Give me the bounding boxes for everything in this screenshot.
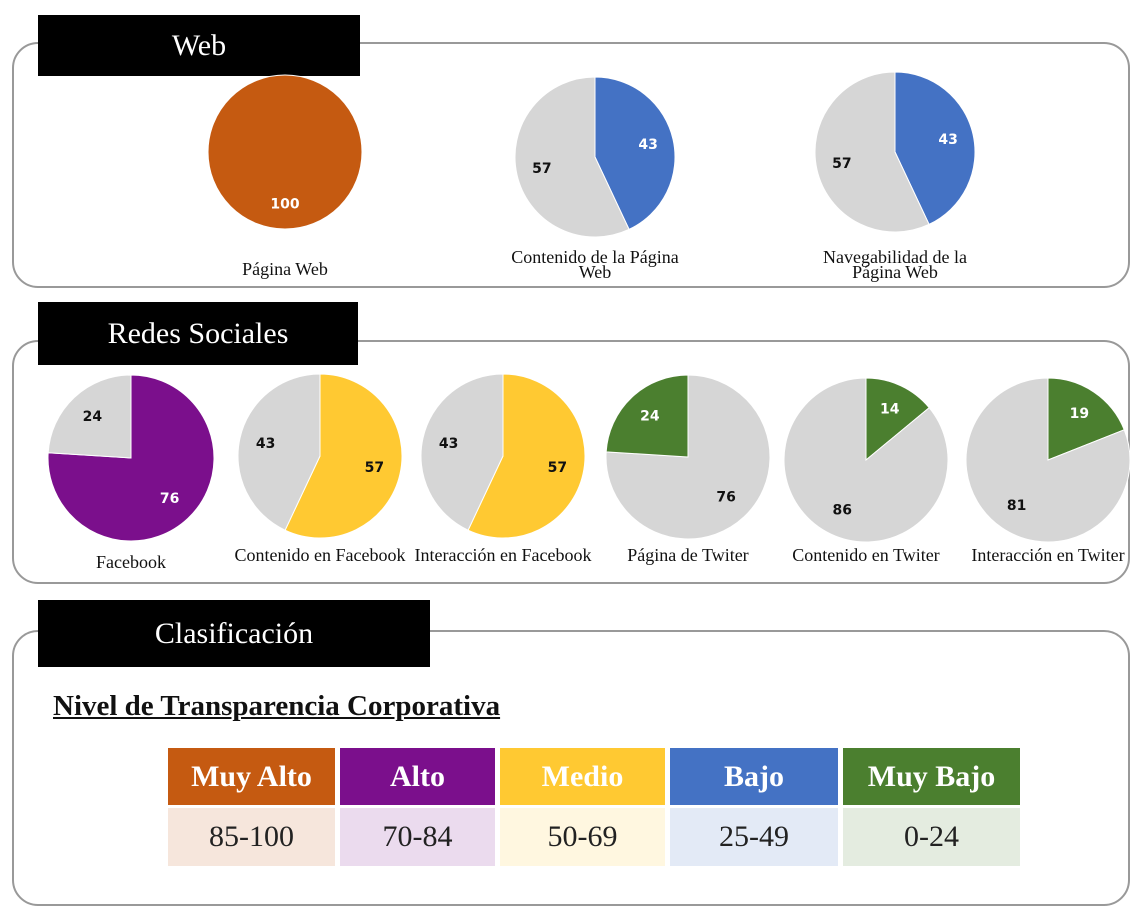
pie-slice [467, 373, 586, 539]
pie-slice [814, 71, 930, 233]
pie-slice [420, 373, 504, 531]
section-header: Clasificación [38, 600, 430, 667]
data-label: 43 [439, 436, 458, 452]
section-box [12, 42, 1130, 288]
section-header: Web [38, 15, 360, 76]
section-box [12, 630, 1130, 906]
level-range: 25-49 [670, 808, 838, 866]
data-label: 81 [1007, 498, 1026, 514]
data-label: 43 [256, 436, 275, 452]
pie-slice [207, 74, 363, 230]
data-label: 57 [532, 161, 551, 177]
pie-title: Facebook [96, 552, 166, 572]
data-label: 14 [880, 402, 900, 418]
data-label: 76 [160, 491, 179, 507]
data-label: 24 [640, 408, 660, 424]
section-header: Redes Sociales [38, 302, 358, 365]
level-range: 70-84 [340, 808, 495, 866]
data-label: 57 [365, 460, 384, 476]
pie-slice [47, 374, 132, 459]
pie-slice [1047, 377, 1125, 461]
level-range: 50-69 [500, 808, 665, 866]
data-label: 76 [716, 490, 735, 506]
pie-title: Página Web [242, 259, 328, 279]
data-label: 19 [1070, 406, 1089, 422]
pie-slice [284, 373, 403, 539]
data-label: 43 [638, 137, 657, 153]
pie-title: Página de Twiter [627, 545, 749, 565]
level-range: 85-100 [168, 808, 335, 866]
pie-title: Interacción en Facebook [414, 545, 592, 565]
data-label: 86 [833, 502, 852, 518]
level-name: Bajo [670, 748, 838, 805]
level-name: Muy Bajo [843, 748, 1020, 805]
pie-title: Interacción en Twiter [971, 545, 1125, 565]
classification-title: Nivel de Transparencia Corporativa [53, 690, 501, 722]
pie-slice [865, 377, 930, 462]
data-label: 57 [832, 156, 851, 172]
pie-title: Contenido en Facebook [234, 545, 406, 565]
level-name: Medio [500, 748, 665, 805]
data-label: 100 [270, 196, 299, 212]
level-name: Alto [340, 748, 495, 805]
pie-slice [237, 373, 321, 531]
pie-slice [894, 71, 976, 226]
pie-slice [594, 76, 676, 231]
pie-slice [47, 374, 215, 542]
pie-slice [605, 374, 689, 458]
pie-title: Contenido de la Página Web [511, 247, 679, 282]
data-label: 57 [548, 460, 567, 476]
data-label: 24 [83, 409, 103, 425]
pie-slice [514, 76, 630, 238]
level-range: 0-24 [843, 808, 1020, 866]
level-name: Muy Alto [168, 748, 335, 805]
pie-slice [965, 377, 1131, 543]
data-label: 43 [938, 132, 957, 148]
pie-title: Contenido en Twiter [792, 545, 940, 565]
pie-slice [783, 377, 949, 543]
pie-title: Navegabilidad de la Página Web [823, 247, 967, 282]
